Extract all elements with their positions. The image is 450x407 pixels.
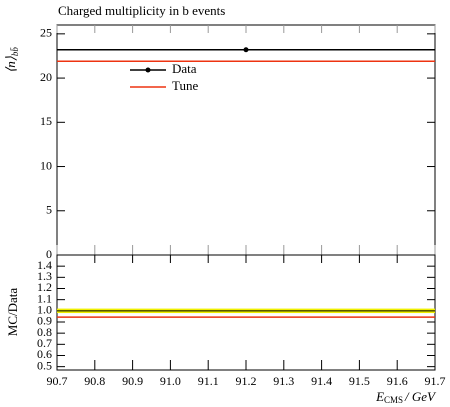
y-tick-label: 1.4: [37, 258, 52, 272]
x-tick-label: 91.4: [311, 374, 332, 388]
y-tick-label: 1.3: [37, 269, 52, 283]
y-tick-label: 0: [46, 247, 52, 261]
x-tick-label: 91.5: [349, 374, 370, 388]
y-tick-label: 20: [40, 70, 52, 84]
data-point: [243, 47, 249, 53]
x-tick-label: 91.0: [160, 374, 181, 388]
y-tick-label: 0.7: [37, 336, 52, 350]
x-label-sub: CMS: [384, 395, 403, 405]
y-tick-label: 15: [40, 114, 52, 128]
y-tick-label: 5: [46, 203, 52, 217]
x-label: ECMS / GeV: [375, 389, 437, 405]
x-label-unit: / GeV: [404, 389, 437, 404]
x-tick-label: 90.8: [84, 374, 105, 388]
y-tick-label: 0.9: [37, 314, 52, 328]
x-tick-label: 91.7: [425, 374, 446, 388]
x-tick-label: 90.9: [122, 374, 143, 388]
y-tick-label: 1.1: [37, 291, 52, 305]
ratio-y-label: MC/Data: [5, 288, 20, 337]
y-tick-label: 0.8: [37, 325, 52, 339]
x-label-main: E: [375, 389, 384, 404]
x-tick-label: 91.6: [387, 374, 408, 388]
y-label-main: ⟨n⟩: [3, 56, 18, 73]
legend-label: Tune: [172, 78, 198, 93]
x-tick-label: 91.1: [198, 374, 219, 388]
y-tick-label: 1.0: [37, 303, 52, 317]
legend-label: Data: [172, 61, 197, 76]
y-tick-label: 0.6: [37, 347, 52, 361]
y-label: ⟨n⟩bb̄: [3, 47, 20, 73]
y-tick-label: 25: [40, 26, 52, 40]
x-tick-label: 91.2: [236, 374, 257, 388]
x-tick-label: 90.7: [47, 374, 68, 388]
y-label-sub: bb̄: [10, 47, 20, 57]
legend-marker: [145, 67, 151, 73]
y-tick-label: 1.2: [37, 280, 52, 294]
plot-frame: [56, 24, 436, 256]
y-tick-label: 0.5: [37, 358, 52, 372]
chart-title: Charged multiplicity in b events: [58, 3, 225, 18]
x-tick-label: 91.3: [273, 374, 294, 388]
y-tick-label: 10: [40, 158, 52, 172]
